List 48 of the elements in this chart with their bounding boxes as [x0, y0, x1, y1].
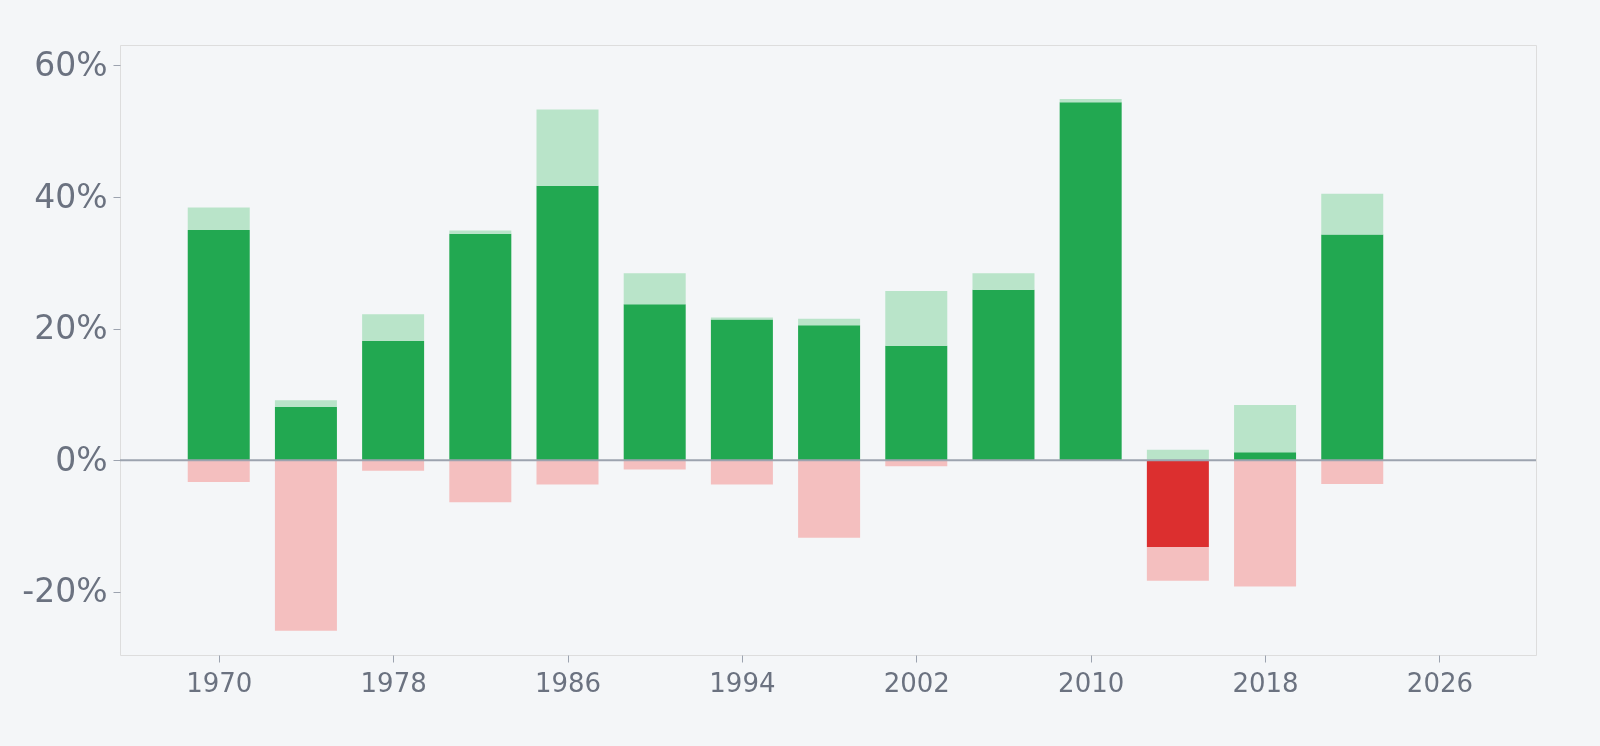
bar [1234, 460, 1297, 587]
x-tick-label: 2002 [883, 667, 950, 698]
bar [1146, 460, 1209, 548]
bar [536, 185, 599, 461]
bar [972, 273, 1035, 290]
bar [187, 229, 250, 461]
bar [187, 207, 250, 230]
y-tick-label: 40% [34, 176, 108, 216]
bar [798, 460, 861, 538]
bar [449, 460, 512, 503]
bar [274, 460, 337, 631]
bar [536, 109, 599, 186]
bar [1321, 460, 1384, 484]
bar [972, 289, 1035, 461]
y-tick-label: -20% [22, 571, 108, 611]
x-tick-label: 2026 [1406, 667, 1474, 698]
x-tick-label: 1994 [709, 667, 776, 698]
x-tick-label: 2010 [1058, 667, 1125, 698]
bar [623, 304, 686, 461]
y-tick-label: 0% [55, 439, 108, 479]
y-tick-label: 20% [34, 308, 108, 348]
bar [710, 460, 773, 485]
bar [1146, 547, 1209, 581]
bar [798, 325, 861, 461]
bar [362, 314, 425, 342]
bar [187, 460, 250, 482]
bar [1234, 404, 1297, 453]
bar [362, 460, 425, 471]
bar [1321, 193, 1384, 235]
bar [1321, 234, 1384, 461]
bar [274, 400, 337, 407]
bar [885, 345, 948, 461]
bar [1059, 102, 1122, 461]
x-tick-label: 1970 [186, 667, 253, 698]
bar [885, 291, 948, 346]
bar [623, 273, 686, 305]
bar [449, 230, 512, 234]
bar [362, 341, 425, 461]
bar [798, 318, 861, 326]
x-tick-label: 2018 [1232, 667, 1299, 698]
bar [536, 460, 599, 485]
bar [710, 319, 773, 461]
bar [1059, 98, 1122, 103]
y-tick-label: 60% [34, 44, 108, 84]
x-tick-label: 1978 [360, 667, 427, 698]
bar [274, 406, 337, 461]
bar [449, 233, 512, 461]
x-tick-label: 1986 [534, 667, 602, 698]
